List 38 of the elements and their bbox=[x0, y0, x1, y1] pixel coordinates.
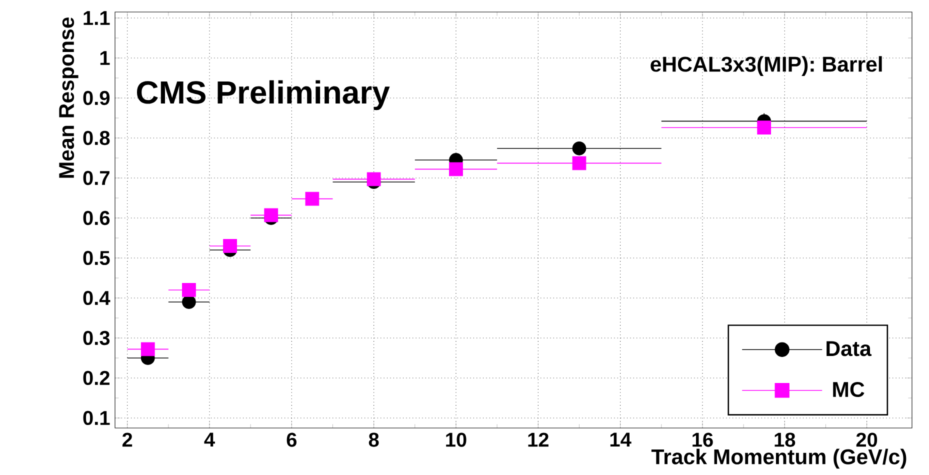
x-tick-label: 8 bbox=[368, 432, 379, 447]
x-tick-label: 2 bbox=[122, 432, 132, 447]
x-tick-label: 10 bbox=[446, 432, 466, 447]
x-tick-label: 4 bbox=[204, 432, 215, 446]
legend-label: MC bbox=[833, 382, 864, 398]
legend-label: Data bbox=[826, 341, 872, 356]
point bbox=[182, 295, 196, 309]
y-tick-label: 0.2 bbox=[83, 370, 110, 386]
point bbox=[182, 283, 196, 297]
point bbox=[572, 156, 586, 170]
x-tick-label: 18 bbox=[774, 432, 796, 447]
y-tick-label: 0.4 bbox=[83, 290, 110, 306]
x-axis-title: Track Momentum (GeV/c) bbox=[651, 448, 906, 469]
y-axis-title: Mean Response bbox=[59, 17, 78, 178]
y-tick-label: 0.9 bbox=[83, 90, 110, 106]
point bbox=[140, 342, 155, 356]
point bbox=[305, 192, 320, 206]
point bbox=[223, 239, 237, 253]
annotation: eHCAL3x3(MIP): Barrel bbox=[650, 56, 882, 76]
y-tick-label: 0.1 bbox=[83, 410, 110, 426]
y-tick-label: 0.8 bbox=[83, 130, 110, 146]
x-tick-label: 12 bbox=[528, 432, 548, 447]
point bbox=[449, 162, 463, 176]
x-tick-label: 14 bbox=[610, 432, 632, 446]
y-tick-label: 0.6 bbox=[83, 210, 110, 226]
point bbox=[264, 208, 278, 222]
y-tick-label: 0.3 bbox=[83, 330, 110, 346]
x-tick-label: 20 bbox=[856, 432, 878, 447]
y-tick-label: 1 bbox=[100, 51, 110, 65]
y-tick-label: 0.7 bbox=[83, 170, 110, 186]
point bbox=[757, 120, 772, 135]
y-tick-label: 1.1 bbox=[84, 11, 110, 25]
annotation: CMS Preliminary bbox=[136, 80, 390, 110]
point bbox=[572, 141, 586, 156]
x-tick-label: 6 bbox=[286, 432, 296, 447]
x-tick-label: 16 bbox=[692, 432, 713, 447]
y-tick-label: 0.5 bbox=[83, 250, 110, 266]
point bbox=[366, 172, 381, 186]
